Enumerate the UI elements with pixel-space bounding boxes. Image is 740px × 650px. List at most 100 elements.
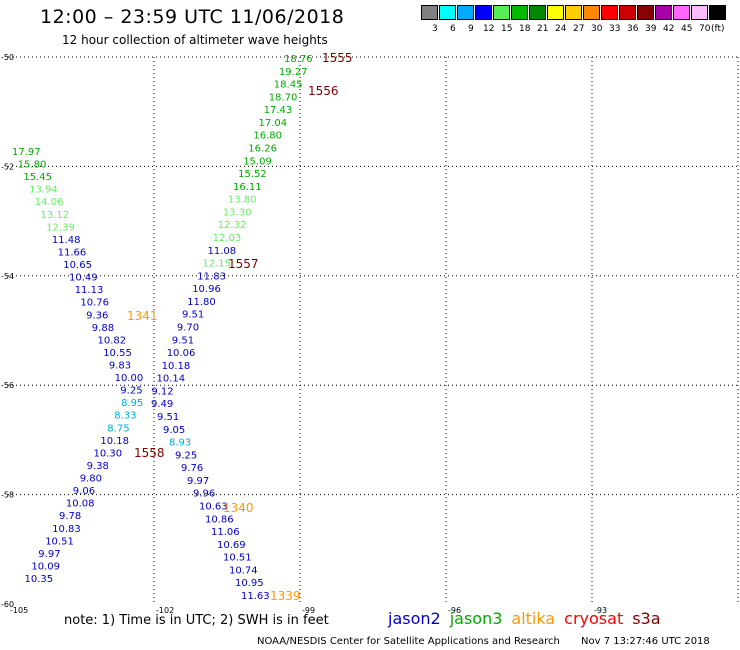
legend-swatch: [673, 5, 690, 20]
swh-value: 11.13: [75, 285, 104, 296]
mission-cryosat: cryosat: [564, 609, 624, 628]
legend-swatch: [583, 5, 600, 20]
lat-tick-label: -58: [1, 491, 14, 500]
swh-value: 10.63: [199, 502, 228, 513]
time-stamp: 1341: [127, 309, 158, 323]
swh-value: 9.70: [177, 323, 199, 334]
footer-credit: NOAA/NESDIS Center for Satellite Applica…: [257, 636, 560, 647]
swh-value: 13.30: [223, 207, 252, 218]
lat-tick-label: -60: [1, 600, 14, 609]
map-title: 12:00 – 23:59 UTC 11/06/2018: [40, 6, 345, 28]
lat-tick-label: -56: [1, 381, 14, 390]
swh-value: 10.82: [98, 335, 127, 346]
swh-value: 10.69: [217, 540, 246, 551]
swh-value: 8.75: [107, 423, 129, 434]
lon-tick-label: -93: [594, 606, 607, 615]
swh-value: 9.49: [151, 399, 173, 410]
legend-unit: (ft): [711, 24, 725, 34]
legend-label: 12: [483, 24, 495, 34]
swh-value: 12.03: [213, 233, 242, 244]
lat-tick-label: -52: [1, 162, 14, 171]
time-stamp: 1557: [228, 257, 259, 271]
swh-value: 11.63: [241, 591, 270, 602]
legend-swatch: [457, 5, 474, 20]
swh-value: 9.97: [187, 476, 209, 487]
legend-swatch: [601, 5, 618, 20]
swh-value: 8.33: [114, 411, 136, 422]
legend-label: 33: [609, 24, 621, 34]
legend-swatch: [475, 5, 492, 20]
swh-value: 11.83: [197, 271, 226, 282]
time-stamp: 1556: [308, 84, 339, 98]
legend-swatch: [421, 5, 438, 20]
swh-value: 10.51: [45, 536, 74, 547]
legend-label: 24: [555, 24, 567, 34]
swh-value: 10.55: [103, 348, 132, 359]
swh-value: 16.11: [233, 182, 262, 193]
swh-value: 10.30: [94, 448, 123, 459]
swh-value: 19.27: [279, 67, 308, 78]
time-stamp: 1340: [223, 501, 254, 515]
legend-swatch: [619, 5, 636, 20]
swh-value: 9.76: [181, 463, 203, 474]
swh-value: 9.12: [151, 386, 173, 397]
mission-legend: jason2 jason3 altika cryosat s3a: [388, 609, 670, 628]
swh-value: 9.96: [193, 489, 215, 500]
legend-swatch: [637, 5, 654, 20]
swh-value: 15.09: [243, 156, 272, 167]
swh-value: 16.26: [248, 144, 277, 155]
swh-value: 12.32: [218, 220, 247, 231]
legend-swatch: [529, 5, 546, 20]
swh-value: 9.83: [109, 361, 131, 372]
legend-label: 15: [501, 24, 513, 34]
swh-value: 17.43: [264, 105, 293, 116]
lon-tick-label: -105: [10, 606, 28, 615]
legend-label: 6: [450, 24, 456, 34]
swh-value: 10.18: [162, 361, 191, 372]
swh-value: 10.86: [205, 514, 234, 525]
swh-value: 17.04: [259, 118, 288, 129]
legend-swatch: [511, 5, 528, 20]
legend-label: 70: [699, 24, 711, 34]
swh-value: 9.05: [163, 425, 185, 436]
swh-value: 13.94: [29, 185, 58, 196]
swh-value: 9.25: [175, 450, 197, 461]
swh-value: 17.97: [12, 147, 41, 158]
swh-value: 10.49: [69, 273, 98, 284]
swh-value: 9.78: [59, 511, 81, 522]
swh-value: 10.83: [52, 524, 81, 535]
legend-label: 42: [663, 24, 675, 34]
legend-label: 27: [573, 24, 585, 34]
swh-value: 18.45: [274, 80, 303, 91]
swh-value: 9.97: [38, 549, 60, 560]
swh-value: 10.06: [167, 348, 196, 359]
swh-value: 9.51: [182, 310, 204, 321]
legend-swatch: [439, 5, 456, 20]
legend-label: 45: [681, 24, 693, 34]
swh-value: 11.48: [52, 235, 81, 246]
swh-value: 10.18: [100, 436, 129, 447]
swh-value: 10.08: [66, 499, 95, 510]
legend-label: 36: [627, 24, 639, 34]
legend-label: 18: [519, 24, 531, 34]
swh-value: 10.09: [31, 561, 60, 572]
swh-value: 12.39: [46, 222, 75, 233]
swh-value: 10.95: [235, 578, 264, 589]
swh-value: 9.51: [172, 335, 194, 346]
swh-value: 10.65: [63, 260, 92, 271]
swh-value: 11.80: [187, 297, 216, 308]
time-stamp: 1555: [322, 51, 353, 65]
swh-value: 14.06: [35, 197, 64, 208]
map-subtitle: 12 hour collection of altimeter wave hei…: [62, 33, 328, 47]
swh-value: 10.74: [229, 565, 258, 576]
legend-swatch: [691, 5, 708, 20]
mission-jason2: jason2: [388, 609, 441, 628]
swh-value: 11.08: [208, 246, 237, 257]
swh-value: 8.95: [121, 398, 143, 409]
swh-value: 15.45: [23, 172, 52, 183]
legend-swatch: [565, 5, 582, 20]
swh-value: 9.36: [86, 310, 108, 321]
swh-value: 12.15: [202, 259, 231, 270]
mission-altika: altika: [511, 609, 556, 628]
